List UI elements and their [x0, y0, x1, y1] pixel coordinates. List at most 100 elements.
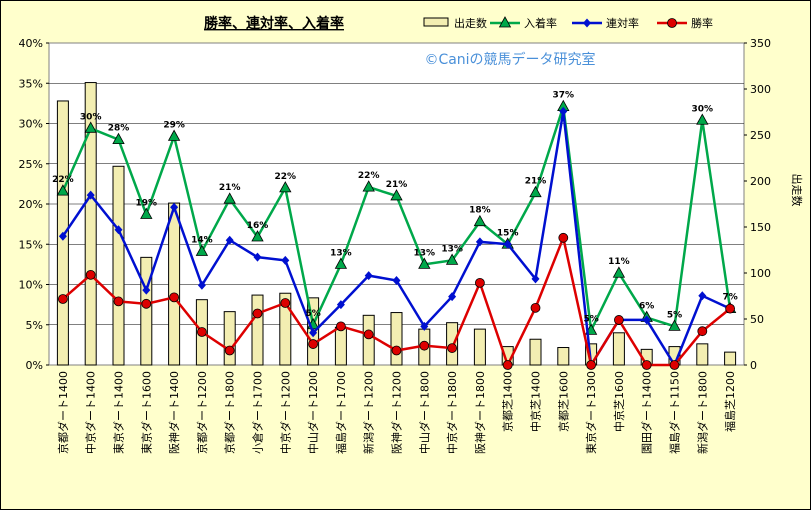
x-tick-label: 京都ダート1400	[56, 371, 70, 454]
marker-circle	[447, 343, 458, 353]
data-label: 13%	[330, 248, 352, 258]
bar	[334, 326, 347, 366]
data-label: 22%	[275, 172, 297, 182]
y-right-tick-label: 350	[750, 37, 771, 50]
data-label: 21%	[386, 180, 408, 190]
marker-circle	[113, 296, 124, 307]
marker-circle	[419, 340, 430, 351]
bar	[529, 338, 542, 366]
x-tick-label: 中京芝1400	[529, 371, 543, 432]
data-label: 5%	[667, 310, 682, 320]
data-label: 19%	[136, 198, 158, 208]
legend-swatch	[423, 17, 449, 27]
bar	[168, 202, 181, 366]
marker-triangle	[251, 230, 264, 242]
data-label: 11%	[608, 257, 630, 267]
marker-triangle	[612, 266, 626, 278]
x-tick-label: 福島芝1200	[723, 371, 737, 432]
marker-triangle	[390, 189, 403, 201]
marker-triangle	[529, 185, 542, 198]
marker-diamond	[448, 292, 457, 302]
marker-triangle	[445, 253, 459, 265]
marker-diamond	[197, 280, 206, 290]
marker-diamond	[392, 275, 401, 285]
marker-circle	[502, 360, 513, 370]
y-right-tick-label: 300	[750, 83, 771, 96]
data-label: 28%	[108, 124, 130, 134]
x-tick-label: 中京ダート1200	[278, 371, 292, 454]
marker-triangle	[498, 16, 512, 28]
marker-diamond	[698, 291, 707, 301]
marker-circle	[586, 360, 596, 370]
bar	[696, 343, 709, 366]
y-left-tick-label: 20%	[19, 198, 43, 211]
marker-triangle	[473, 214, 487, 227]
y-left-tick-label: 40%	[19, 37, 43, 50]
bar	[473, 328, 486, 366]
marker-circle	[224, 345, 235, 356]
x-tick-label: 京都ダート1200	[195, 371, 209, 454]
legend-label: 連対率	[606, 16, 639, 30]
x-tick-label: 中山ダート1200	[306, 371, 320, 454]
bar	[724, 351, 737, 366]
y-left-tick-label: 5%	[26, 319, 43, 332]
marker-circle	[725, 303, 735, 314]
data-label: 5%	[583, 314, 598, 324]
x-tick-label: 東京ダート1400	[112, 371, 126, 454]
legend-label: 入着率	[524, 16, 557, 30]
data-label: 21%	[219, 183, 241, 193]
y-left-tick-label: 0%	[26, 359, 43, 372]
x-tick-label: 中京ダート1400	[84, 371, 98, 454]
marker-diamond	[559, 106, 568, 116]
marker-diamond	[336, 300, 345, 310]
marker-circle	[391, 345, 402, 356]
bar	[362, 314, 375, 366]
marker-diamond	[531, 274, 540, 284]
data-label: 30%	[692, 104, 714, 114]
data-label: 13%	[414, 248, 436, 258]
bar	[390, 312, 403, 366]
data-label: 30%	[80, 112, 102, 122]
y-right-tick-label: 200	[750, 175, 771, 188]
marker-diamond	[114, 225, 123, 235]
marker-diamond	[86, 190, 95, 200]
bar	[112, 165, 125, 366]
x-tick-label: 新潟ダート1200	[362, 371, 376, 454]
legend-label: 勝率	[691, 16, 713, 30]
marker-circle	[697, 326, 708, 337]
y-right-tick-label: 100	[750, 267, 771, 280]
bar	[612, 332, 625, 366]
marker-diamond	[642, 315, 651, 325]
marker-triangle	[56, 184, 70, 196]
data-label: 6%	[639, 302, 654, 312]
x-tick-label: 園田ダート1400	[640, 371, 654, 454]
y-right-tick-label: 250	[750, 129, 771, 142]
x-tick-label: 阪神ダート1400	[167, 371, 181, 454]
marker-circle	[474, 277, 485, 288]
y-left-tick-label: 15%	[19, 238, 43, 251]
marker-circle	[85, 269, 96, 280]
marker-triangle	[195, 244, 209, 256]
marker-triangle	[140, 207, 153, 219]
marker-diamond	[253, 252, 262, 262]
data-label: 14%	[191, 235, 213, 245]
y-right-tick-label: 0	[750, 359, 757, 372]
data-label: 29%	[163, 120, 185, 130]
bar	[251, 294, 264, 366]
marker-diamond	[281, 255, 290, 265]
x-tick-label: 中京ダート1800	[445, 371, 459, 454]
x-tick-label: 阪神ダート1200	[390, 371, 404, 454]
marker-circle	[667, 18, 677, 28]
x-tick-label: 中京芝1600	[612, 371, 626, 432]
bar	[84, 82, 97, 366]
marker-diamond	[420, 321, 429, 331]
x-tick-label: 中山ダート1800	[417, 371, 431, 454]
marker-diamond	[170, 202, 179, 212]
marker-circle	[614, 315, 624, 325]
x-tick-label: 新潟ダート1800	[695, 371, 709, 454]
y-axis-right-label: 出走数	[790, 174, 804, 207]
data-label: 22%	[52, 175, 74, 185]
data-label: 7%	[722, 293, 737, 303]
marker-circle	[669, 360, 680, 370]
marker-triangle	[418, 257, 431, 269]
